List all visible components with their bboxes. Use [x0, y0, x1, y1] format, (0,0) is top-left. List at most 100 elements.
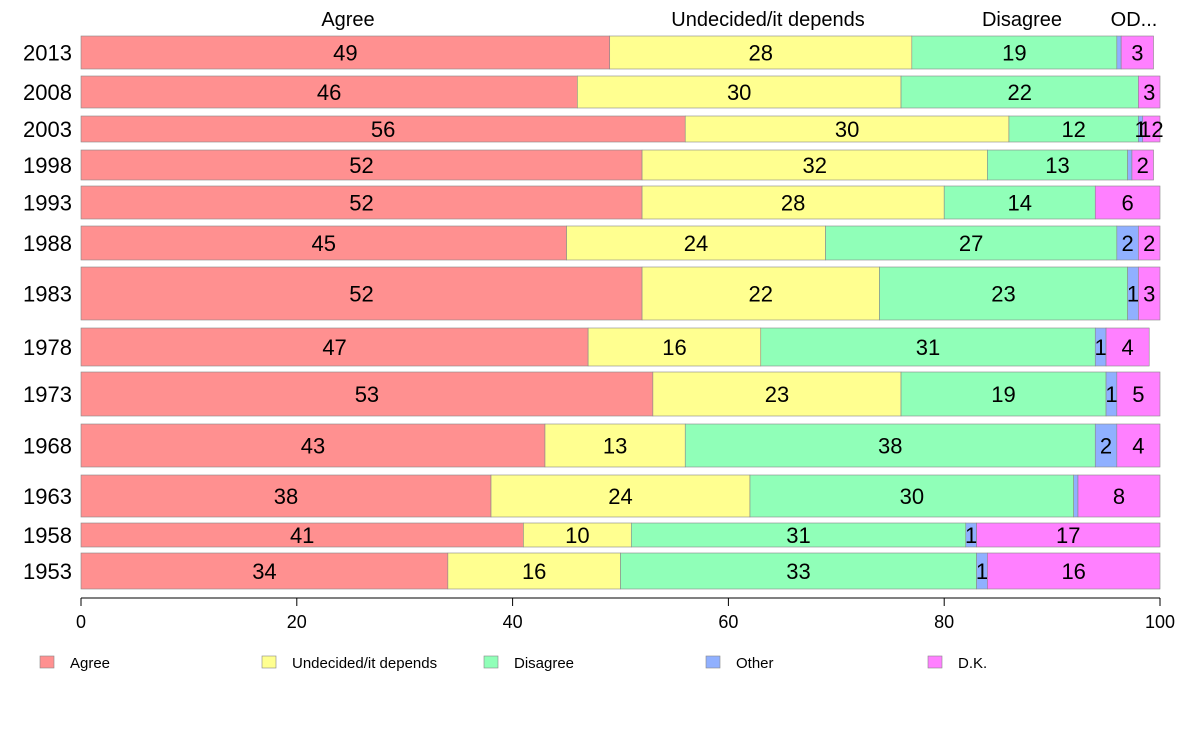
- data-label-undecided-it-depends-1953: 16: [522, 559, 546, 584]
- bar-undecided-it-depends-2003: [684, 115, 1010, 143]
- bar-undecided-it-depends-2013: [609, 35, 913, 70]
- data-label-disagree-1978: 31: [916, 335, 940, 360]
- data-label-undecided-it-depends-1963: 24: [608, 484, 632, 509]
- legend-swatch-other: [705, 655, 721, 669]
- data-label-undecided-it-depends-1958: 10: [565, 523, 589, 548]
- bar-d-k-1963: [1077, 474, 1161, 518]
- bar-undecided-it-depends-1988: [566, 225, 826, 261]
- data-label-agree-2013: 49: [333, 41, 357, 66]
- bar-undecided-it-depends-1958: [523, 522, 632, 548]
- data-label-d-k-2003: 12: [1139, 117, 1163, 142]
- data-label-d-k-1973: 5: [1132, 382, 1144, 407]
- column-header-labels: Agree Undecided/it depends Disagree OD...: [321, 9, 1157, 31]
- bar-undecided-it-depends-1963: [490, 474, 751, 518]
- bar-disagree-1958: [630, 522, 967, 548]
- data-label-agree-2003: 56: [371, 117, 395, 142]
- data-label-d-k-1998: 2: [1137, 153, 1149, 178]
- data-label-undecided-it-depends-1983: 22: [749, 282, 773, 307]
- data-label-d-k-1968: 4: [1132, 434, 1144, 459]
- data-label-agree-1993: 52: [349, 191, 373, 216]
- category-label-1993: 1993: [23, 191, 72, 216]
- bar-disagree-1978: [760, 327, 1096, 367]
- data-label-disagree-1998: 13: [1045, 153, 1069, 178]
- bar-disagree-1953: [620, 552, 977, 590]
- bar-d-k-1973: [1116, 371, 1161, 417]
- bar-other-1963: [1073, 474, 1079, 518]
- bar-undecided-it-depends-2008: [577, 75, 902, 109]
- data-label-agree-1998: 52: [349, 153, 373, 178]
- bar-disagree-1993: [943, 185, 1096, 220]
- data-label-d-k-1993: 6: [1122, 191, 1134, 216]
- data-label-agree-1963: 38: [274, 484, 298, 509]
- data-label-d-k-2008: 3: [1143, 80, 1155, 105]
- data-label-d-k-1963: 8: [1113, 484, 1125, 509]
- legend-swatch-d-k: [927, 655, 943, 669]
- legend-label-d-k: D.K.: [958, 655, 987, 672]
- data-label-other-1968: 2: [1100, 434, 1112, 459]
- x-tick-label-20: 20: [287, 612, 307, 632]
- bar-disagree-2013: [911, 35, 1118, 70]
- bar-agree-1988: [80, 225, 567, 261]
- data-label-agree-1973: 53: [355, 382, 379, 407]
- bar-d-k-2008: [1138, 75, 1161, 109]
- bar-d-k-2013: [1120, 35, 1154, 70]
- data-label-agree-1983: 52: [349, 282, 373, 307]
- data-label-undecided-it-depends-1998: 32: [802, 153, 826, 178]
- x-tick-label-40: 40: [503, 612, 523, 632]
- bar-disagree-1988: [825, 225, 1118, 261]
- data-label-d-k-1953: 16: [1061, 559, 1085, 584]
- data-label-d-k-1988: 2: [1143, 231, 1155, 256]
- data-label-undecided-it-depends-2008: 30: [727, 80, 751, 105]
- bar-disagree-1963: [749, 474, 1074, 518]
- bar-agree-1963: [80, 474, 492, 518]
- data-label-undecided-it-depends-1968: 13: [603, 434, 627, 459]
- bar-undecided-it-depends-1993: [641, 185, 945, 220]
- x-tick-label-100: 100: [1145, 612, 1175, 632]
- data-label-agree-1968: 43: [301, 434, 325, 459]
- data-label-disagree-1973: 19: [991, 382, 1015, 407]
- bar-d-k-1988: [1138, 225, 1161, 261]
- legend-label-agree: Agree: [70, 655, 110, 672]
- bar-undecided-it-depends-1978: [587, 327, 762, 367]
- bar-undecided-it-depends-1998: [641, 149, 988, 181]
- bar-disagree-1973: [900, 371, 1107, 417]
- x-tick-label-80: 80: [934, 612, 954, 632]
- data-label-d-k-1978: 4: [1122, 335, 1134, 360]
- data-label-agree-1953: 34: [252, 559, 276, 584]
- data-label-disagree-1963: 30: [900, 484, 924, 509]
- category-label-1998: 1998: [23, 153, 72, 178]
- data-label-other-1958: 1: [965, 523, 977, 548]
- bar-d-k-1958: [976, 522, 1161, 548]
- bar-disagree-2008: [900, 75, 1139, 109]
- bar-d-k-1968: [1116, 423, 1161, 468]
- data-label-disagree-2013: 19: [1002, 41, 1026, 66]
- data-label-undecided-it-depends-2013: 28: [749, 41, 773, 66]
- bar-other-1998: [1127, 149, 1133, 181]
- data-label-disagree-1993: 14: [1007, 191, 1031, 216]
- category-label-2008: 2008: [23, 80, 72, 105]
- header-label-disagree: Disagree: [982, 9, 1062, 31]
- data-label-other-1983: 1: [1127, 282, 1139, 307]
- bar-agree-1958: [80, 522, 524, 548]
- bar-agree-1978: [80, 327, 589, 367]
- bar-d-k-1983: [1138, 266, 1161, 321]
- bar-undecided-it-depends-1973: [652, 371, 902, 417]
- bar-undecided-it-depends-1953: [447, 552, 621, 590]
- data-label-disagree-1953: 33: [786, 559, 810, 584]
- legend-label-other: Other: [736, 655, 774, 672]
- bar-agree-1968: [80, 423, 546, 468]
- category-label-1958: 1958: [23, 523, 72, 548]
- data-label-d-k-2013: 3: [1131, 41, 1143, 66]
- header-label-undecided-it-depends: Undecided/it depends: [671, 9, 864, 31]
- bar-agree-2003: [80, 115, 686, 143]
- bar-disagree-2003: [1008, 115, 1139, 143]
- bar-d-k-1993: [1094, 185, 1161, 220]
- data-label-disagree-1968: 38: [878, 434, 902, 459]
- data-label-undecided-it-depends-1973: 23: [765, 382, 789, 407]
- legend-swatch-agree: [39, 655, 55, 669]
- data-label-undecided-it-depends-2003: 30: [835, 117, 859, 142]
- legend-swatch-disagree: [483, 655, 499, 669]
- header-label-agree: Agree: [321, 9, 374, 31]
- category-label-1988: 1988: [23, 231, 72, 256]
